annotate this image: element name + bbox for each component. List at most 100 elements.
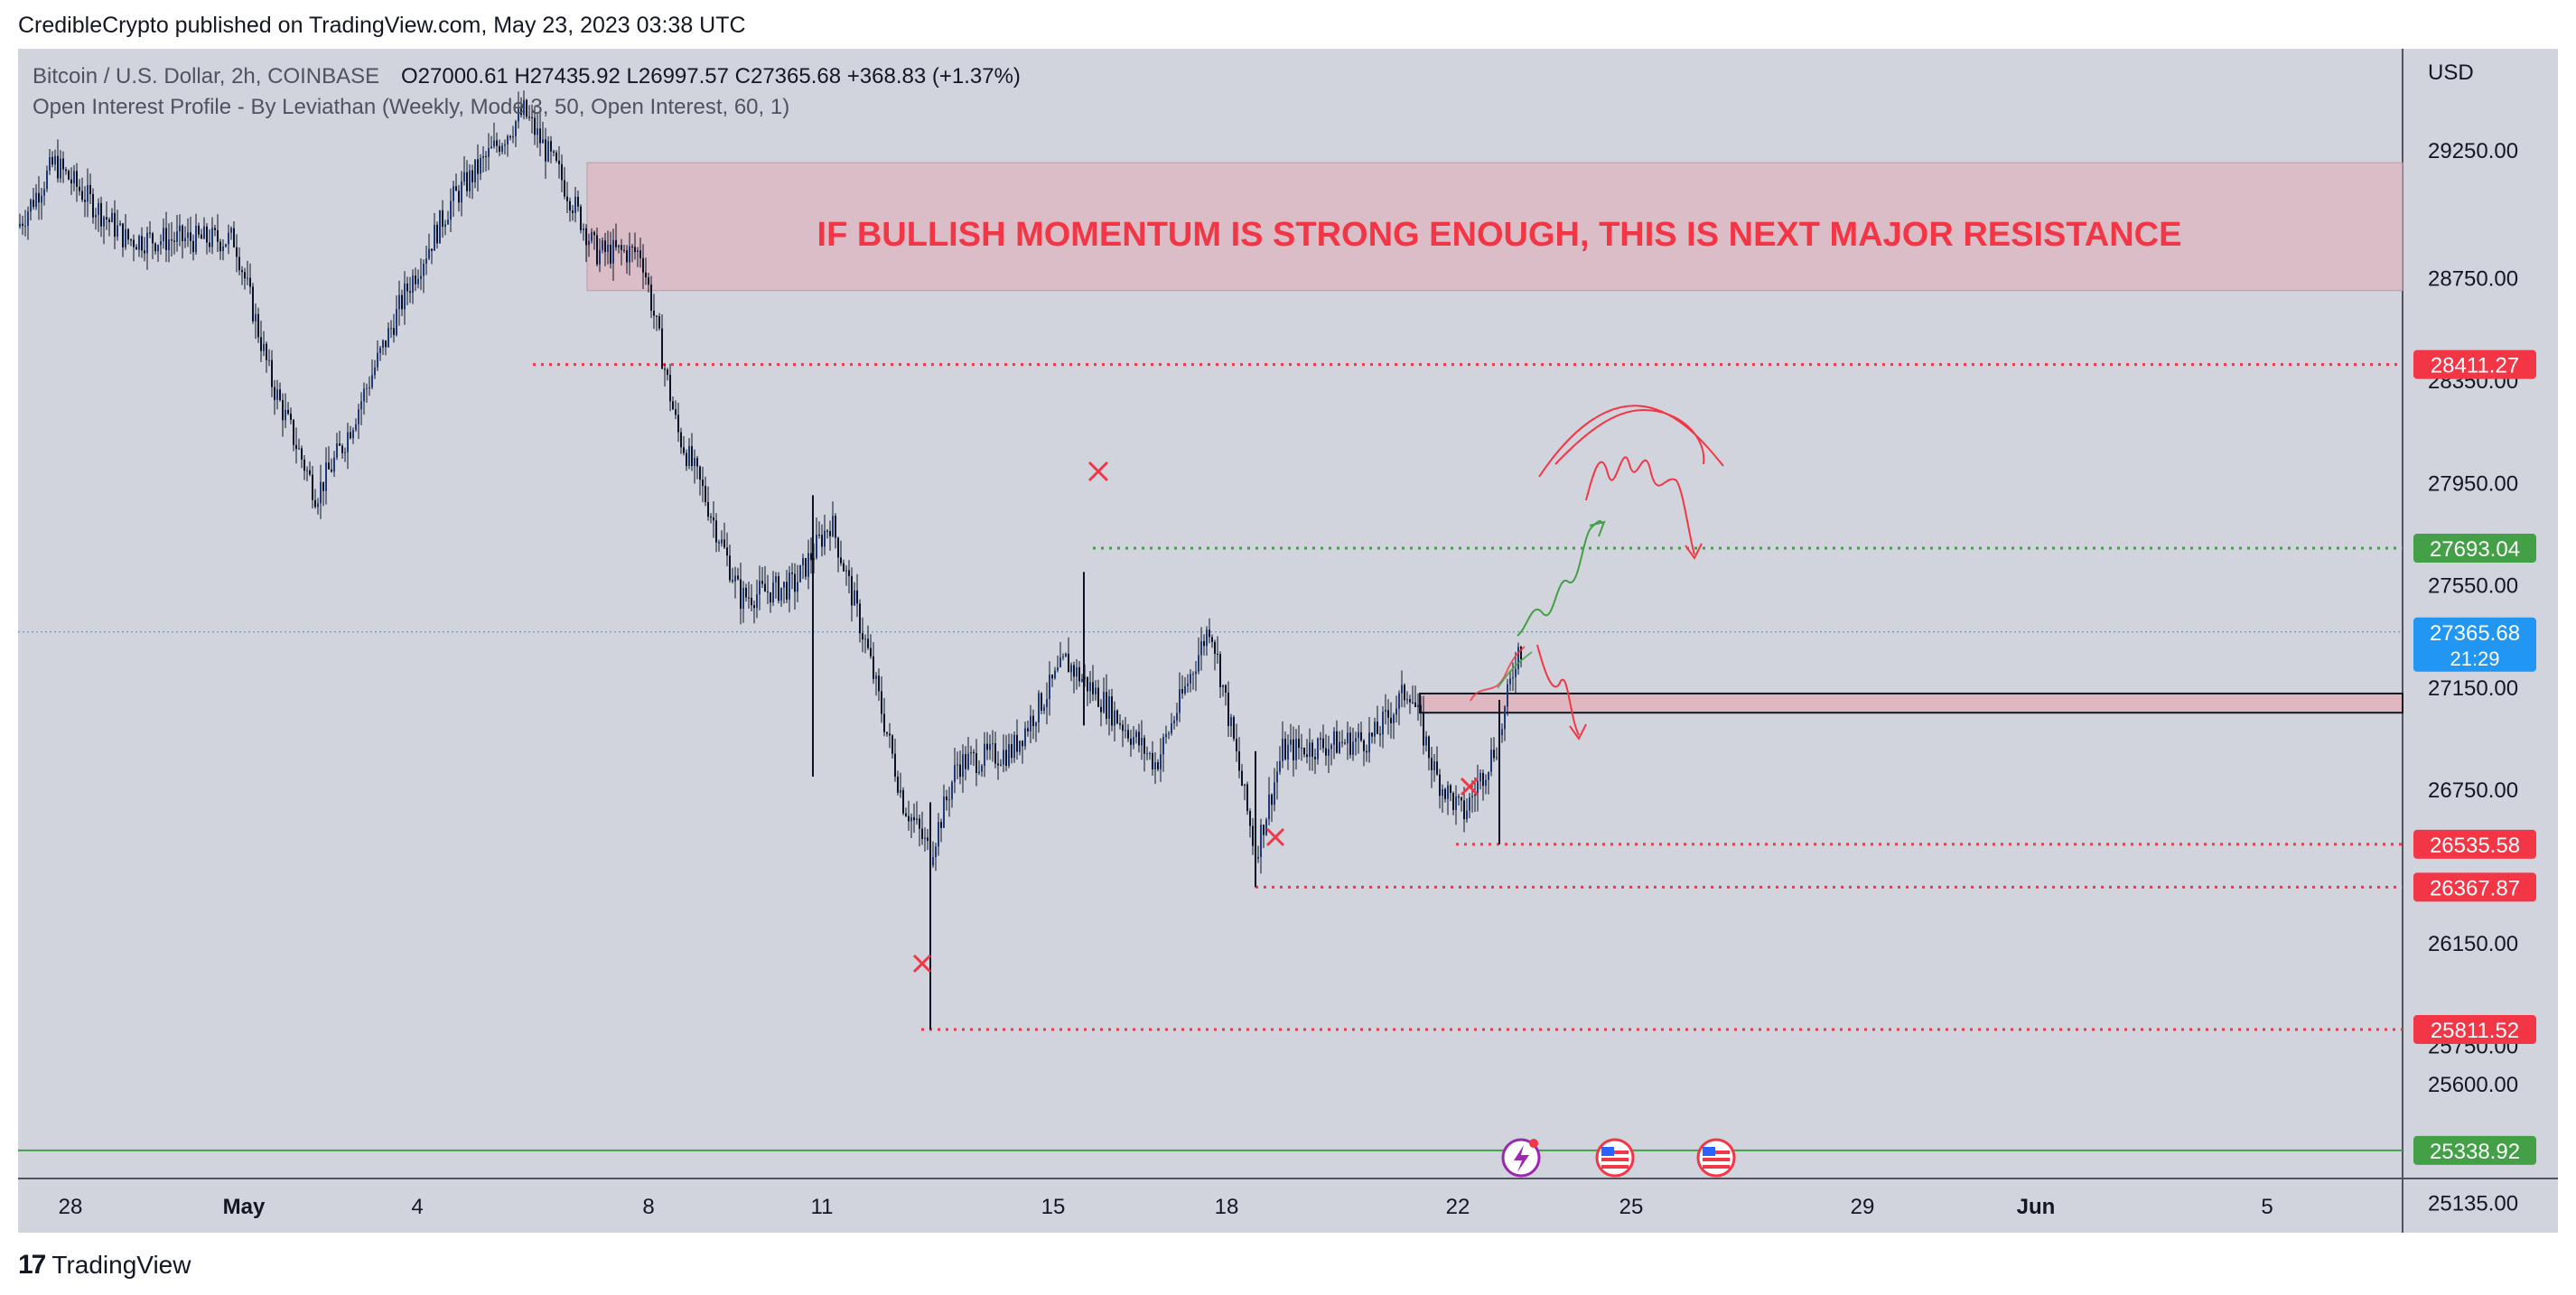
candle-body bbox=[1352, 741, 1354, 755]
candle-body bbox=[1358, 731, 1359, 739]
candle-body bbox=[1005, 750, 1007, 766]
candle-body bbox=[970, 751, 972, 754]
candle-body bbox=[1360, 731, 1362, 741]
support-zone[interactable] bbox=[1419, 692, 2403, 714]
candle-body bbox=[1241, 770, 1243, 787]
candle-body bbox=[1230, 717, 1232, 726]
resistance-zone[interactable] bbox=[586, 162, 2403, 292]
x-tick-label: 18 bbox=[1215, 1195, 1239, 1219]
candle-body bbox=[593, 232, 595, 236]
candle-body bbox=[504, 144, 506, 146]
candle-body bbox=[1271, 794, 1273, 806]
candle-body bbox=[1385, 710, 1386, 713]
price-axis[interactable] bbox=[2403, 49, 2558, 1179]
symbol-line: Bitcoin / U.S. Dollar, 2h, COINBASE bbox=[33, 64, 379, 89]
price-chart[interactable]: IF BULLISH MOMENTUM IS STRONG ENOUGH, TH… bbox=[18, 49, 2558, 1272]
candle-body bbox=[1330, 744, 1332, 750]
candle-body bbox=[228, 232, 229, 245]
candle-body bbox=[1287, 744, 1289, 759]
candle-body bbox=[965, 754, 966, 769]
candle-body bbox=[1206, 629, 1208, 647]
candle-body bbox=[1219, 654, 1221, 687]
candle-body bbox=[1344, 742, 1346, 744]
candle-body bbox=[35, 192, 37, 208]
candle-body bbox=[1041, 693, 1042, 711]
candle-body bbox=[824, 530, 826, 547]
candle-body bbox=[333, 457, 335, 472]
candle-body bbox=[1268, 794, 1270, 820]
candle-body bbox=[851, 575, 853, 606]
candle-body bbox=[1293, 739, 1294, 760]
candle-body bbox=[447, 219, 449, 225]
candle-body bbox=[1471, 796, 1473, 797]
candle-body bbox=[442, 210, 443, 228]
countdown-label: 21:29 bbox=[2450, 648, 2499, 670]
candle-body bbox=[1013, 734, 1015, 759]
candle-body bbox=[217, 229, 219, 242]
candle-body bbox=[1192, 674, 1194, 675]
candle-body bbox=[366, 387, 368, 389]
candle-body bbox=[1374, 722, 1376, 737]
candle-body bbox=[902, 789, 904, 814]
us-flag-event-icon[interactable] bbox=[1696, 1138, 1736, 1178]
candle-body bbox=[702, 480, 704, 487]
candle-body bbox=[959, 764, 961, 778]
candle-body bbox=[241, 270, 243, 273]
candle-body bbox=[463, 172, 465, 182]
candle-body bbox=[661, 328, 663, 369]
candle-body bbox=[957, 764, 958, 766]
candle-body bbox=[807, 553, 809, 577]
candle-body bbox=[81, 191, 83, 200]
time-axis[interactable] bbox=[18, 1179, 2558, 1233]
candle-body bbox=[908, 815, 910, 822]
candle-body bbox=[1309, 742, 1311, 757]
candle-body bbox=[1095, 687, 1097, 694]
green-squiggle bbox=[1497, 651, 1533, 689]
candle-body bbox=[360, 401, 362, 410]
candle-body bbox=[1027, 728, 1029, 731]
candle-body bbox=[141, 236, 143, 251]
candle-body bbox=[1387, 710, 1389, 718]
candle-body bbox=[89, 184, 91, 194]
candle-body bbox=[1070, 665, 1072, 673]
candle-body bbox=[810, 553, 812, 561]
candle-body bbox=[1347, 732, 1349, 744]
candle-body bbox=[106, 217, 107, 220]
candle-body bbox=[1461, 797, 1462, 801]
candle-body bbox=[664, 368, 666, 370]
candle-body bbox=[382, 340, 384, 349]
candle-body bbox=[1488, 771, 1489, 780]
candle-body bbox=[789, 573, 790, 600]
candle-body bbox=[331, 469, 332, 472]
candle-body bbox=[699, 466, 701, 480]
us-flag-event-icon[interactable] bbox=[1595, 1138, 1635, 1178]
candle-body bbox=[98, 202, 99, 215]
candle-body bbox=[1190, 674, 1191, 684]
candle-body bbox=[1355, 738, 1357, 742]
candle-body bbox=[369, 387, 370, 388]
candle-body bbox=[1173, 720, 1175, 724]
candle-body bbox=[358, 409, 359, 424]
candle-body bbox=[1317, 738, 1319, 759]
candle-body bbox=[967, 753, 969, 769]
candle-body bbox=[1333, 731, 1335, 745]
candle-body bbox=[848, 570, 850, 576]
candle-body bbox=[1439, 774, 1441, 797]
candle-body bbox=[1203, 640, 1205, 647]
candle-body bbox=[393, 328, 395, 335]
candle-body bbox=[249, 277, 251, 287]
candle-body bbox=[274, 387, 275, 400]
candle-body bbox=[19, 223, 21, 227]
candle-body bbox=[742, 587, 744, 610]
tradingview-logo[interactable]: 17 TradingView bbox=[18, 1249, 191, 1281]
candle-body bbox=[740, 579, 742, 610]
candle-body bbox=[891, 735, 893, 754]
bearish-arrow-head bbox=[1569, 723, 1587, 741]
lightning-event-icon[interactable] bbox=[1501, 1138, 1541, 1178]
x-tick-label: 22 bbox=[1446, 1195, 1470, 1219]
price-tag-label: 28411.27 bbox=[2431, 354, 2519, 378]
candle-body bbox=[57, 155, 59, 179]
candle-body bbox=[144, 250, 145, 254]
candle-body bbox=[588, 240, 590, 246]
candle-body bbox=[821, 535, 823, 547]
